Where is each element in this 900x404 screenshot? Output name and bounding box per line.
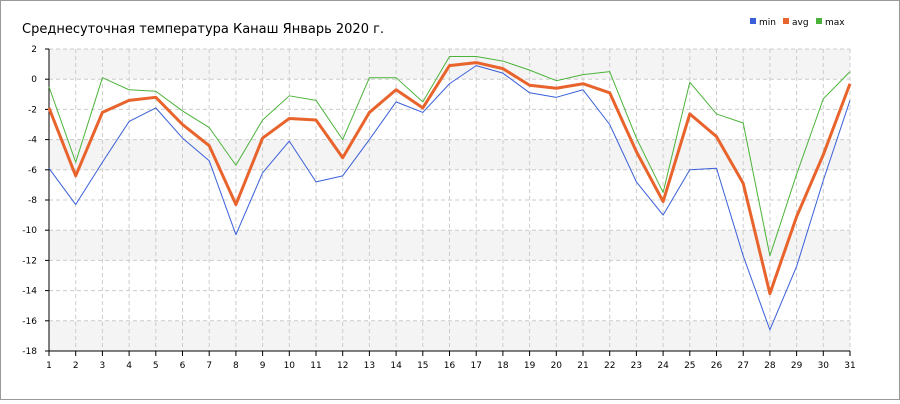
y-tick-label: -2 bbox=[28, 105, 37, 115]
x-tick-label: 15 bbox=[417, 361, 428, 371]
series-line bbox=[47, 61, 852, 296]
series-line bbox=[48, 65, 851, 331]
x-tick-label: 19 bbox=[524, 361, 536, 371]
x-tick-label: 12 bbox=[337, 361, 348, 371]
y-tick-label: -14 bbox=[22, 287, 37, 297]
x-tick-label: 28 bbox=[764, 361, 776, 371]
y-tick-label: -16 bbox=[22, 317, 37, 327]
y-tick-label: -12 bbox=[22, 256, 37, 266]
y-tick-label: -18 bbox=[22, 347, 37, 357]
legend-label: min bbox=[759, 18, 776, 28]
y-tick-label: 2 bbox=[31, 45, 37, 55]
x-tick-label: 17 bbox=[470, 361, 481, 371]
x-tick-label: 27 bbox=[737, 361, 748, 371]
legend-label: avg bbox=[792, 18, 809, 28]
y-tick-label: -6 bbox=[28, 166, 37, 176]
x-tick-label: 9 bbox=[260, 361, 266, 371]
x-tick-label: 22 bbox=[604, 361, 615, 371]
x-tick-label: 21 bbox=[577, 361, 588, 371]
x-tick-label: 23 bbox=[631, 361, 642, 371]
x-tick-label: 25 bbox=[684, 361, 695, 371]
x-tick-label: 26 bbox=[711, 361, 723, 371]
y-tick-label: -8 bbox=[28, 196, 37, 206]
x-tick-label: 3 bbox=[100, 361, 106, 371]
x-tick-label: 16 bbox=[444, 361, 456, 371]
y-tick-label: -4 bbox=[28, 136, 37, 146]
legend-label: max bbox=[825, 18, 845, 28]
x-tick-label: 6 bbox=[180, 361, 186, 371]
x-tick-label: 2 bbox=[73, 361, 79, 371]
series-line bbox=[48, 56, 851, 257]
x-tick-label: 5 bbox=[153, 361, 159, 371]
x-tick-label: 30 bbox=[818, 361, 830, 371]
x-tick-label: 18 bbox=[497, 361, 509, 371]
x-tick-label: 31 bbox=[844, 361, 855, 371]
x-tick-label: 4 bbox=[126, 361, 132, 371]
legend-swatch bbox=[750, 18, 756, 24]
y-tick-label: 0 bbox=[31, 75, 37, 85]
legend-swatch bbox=[783, 18, 789, 24]
chart-title: Среднесуточная температура Канаш Январь … bbox=[22, 22, 384, 37]
x-tick-label: 20 bbox=[551, 361, 563, 371]
x-tick-label: 8 bbox=[233, 361, 239, 371]
legend-swatch bbox=[816, 18, 822, 24]
x-tick-label: 14 bbox=[390, 361, 402, 371]
x-tick-label: 1 bbox=[46, 361, 52, 371]
y-tick-label: -10 bbox=[22, 226, 37, 236]
x-tick-label: 13 bbox=[364, 361, 375, 371]
x-tick-label: 7 bbox=[206, 361, 212, 371]
x-tick-label: 29 bbox=[791, 361, 803, 371]
x-tick-label: 10 bbox=[284, 361, 296, 371]
x-tick-label: 11 bbox=[310, 361, 321, 371]
x-tick-label: 24 bbox=[657, 361, 669, 371]
